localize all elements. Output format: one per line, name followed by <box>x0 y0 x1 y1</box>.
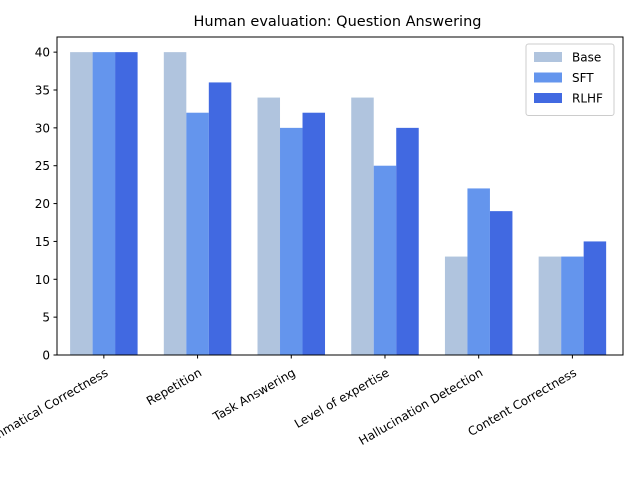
y-tick-label: 15 <box>35 235 50 249</box>
bar-rlhf-2 <box>302 112 326 356</box>
bar-rlhf-0 <box>115 52 138 355</box>
x-tick-label: Level of expertise <box>292 365 391 431</box>
y-tick-label: 10 <box>35 273 50 287</box>
y-tick-label: 25 <box>35 159 50 173</box>
y-tick-label: 35 <box>35 84 50 98</box>
bar-rlhf-3 <box>396 127 419 355</box>
bar-rlhf-4 <box>489 211 513 355</box>
x-tick-label: Repetition <box>144 365 204 408</box>
bar-sft-1 <box>186 112 209 356</box>
legend-label-sft: SFT <box>572 71 594 85</box>
legend-swatch-sft <box>534 72 562 83</box>
bar-sft-0 <box>92 52 116 355</box>
bar-sft-3 <box>373 165 397 355</box>
bar-base-1 <box>163 52 187 355</box>
legend-swatch-rlhf <box>534 93 562 103</box>
x-tick-label: Grammatical Correctness <box>0 365 110 453</box>
x-tick-label: Task Answering <box>210 365 298 424</box>
plot-frame <box>56 36 624 356</box>
bar-base-4 <box>444 256 468 355</box>
bar-sft-4 <box>467 188 490 355</box>
bar-rlhf-5 <box>583 241 607 355</box>
bar-base-2 <box>257 97 281 355</box>
legend-label-base: Base <box>572 51 601 65</box>
y-tick-label: 20 <box>35 197 50 211</box>
legend: Base SFT RLHF <box>525 43 615 116</box>
y-tick-label: 5 <box>42 311 50 325</box>
bar-base-5 <box>538 256 562 355</box>
chart-title: Human evaluation: Question Answering <box>194 14 482 30</box>
bar-base-0 <box>70 52 93 355</box>
y-tick-label: 30 <box>35 121 50 135</box>
y-tick-label: 0 <box>42 349 50 363</box>
bar-sft-5 <box>561 256 584 355</box>
y-tick-label: 40 <box>35 46 50 60</box>
legend-swatch-base <box>534 52 562 62</box>
bar-base-3 <box>351 97 374 355</box>
bar-rlhf-1 <box>208 82 232 356</box>
bars-layer <box>70 52 607 356</box>
legend-label-rlhf: RLHF <box>572 92 603 106</box>
bar-sft-2 <box>280 127 303 355</box>
